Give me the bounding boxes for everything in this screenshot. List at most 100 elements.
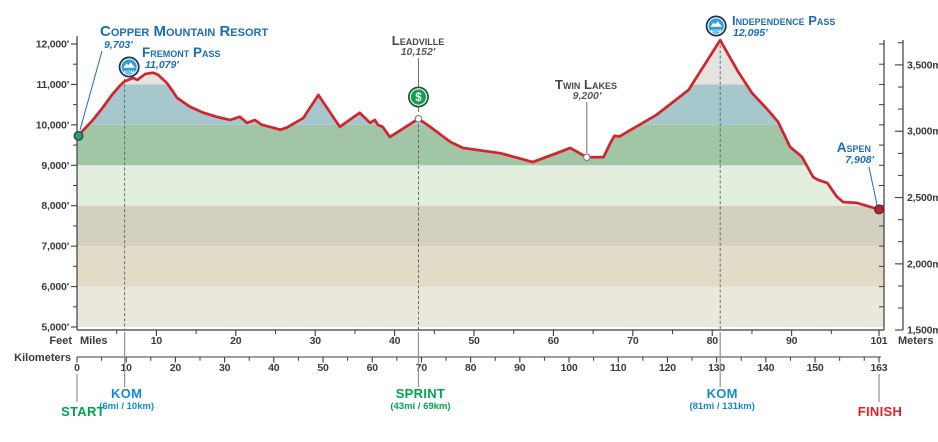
meters-tick-label: 3,500m [907, 59, 938, 71]
miles-tick-label: 30 [310, 335, 322, 347]
feet-tick-label: 6,000' [41, 281, 69, 293]
twinlakes-elevation-label: 9,200' [573, 90, 602, 102]
bottom-marker-sprint: SPRINT(43mi / 69km) [390, 332, 451, 412]
feet-tick-label: 11,000' [36, 79, 69, 91]
start-label: START [61, 404, 105, 419]
km-tick-label: 120 [659, 362, 676, 374]
meters-tick-label: 2,000m [907, 258, 938, 270]
leadville-point [414, 114, 423, 123]
twinlakes-name-label: Twin Lakes [555, 77, 617, 92]
sprint-label: SPRINT [396, 386, 445, 401]
kom1-label: KOM [111, 386, 142, 401]
axes: 5,000' 6,000' 7,000' 8,000' 9,000' 10,000' 11,… [14, 36, 938, 374]
kom-badge: KOM [118, 56, 140, 78]
elevation-band-8000 [77, 165, 884, 206]
feet-tick-label: 10,000' [36, 119, 69, 131]
miles-tick-label: 50 [468, 335, 480, 347]
finish-label: FINISH [858, 404, 902, 419]
meters-axis-title: Meters [898, 335, 933, 347]
km-tick-label: 10 [121, 362, 133, 374]
km-tick-label: 0 [74, 362, 80, 374]
miles-tick-label: 60 [548, 335, 560, 347]
kom2-sub-label: (81mi / 131km) [689, 401, 754, 412]
miles-tick-label: 70 [627, 335, 639, 347]
kom1-sub-label: (6mi / 10km) [99, 401, 154, 412]
copper-elevation-label: 9,703' [104, 39, 133, 51]
bottom-marker-kom2: KOM(81mi / 131km) [689, 332, 755, 412]
km-tick-label: 90 [514, 362, 526, 374]
km-tick-label: 130 [708, 362, 725, 374]
feet-tick-label: 7,000' [41, 241, 69, 253]
miles-tick-label: 80 [707, 335, 719, 347]
meters-tick-label: 1,500m [907, 325, 938, 337]
km-tick-label: 70 [416, 362, 428, 374]
bottom-marker-start: START [61, 374, 105, 419]
feet-axis-title: Feet [49, 335, 72, 347]
mountain-icon [123, 62, 136, 68]
aspen-name-label: Aspen [837, 140, 871, 155]
km-tick-label: 50 [317, 362, 329, 374]
mountain-icon [710, 21, 723, 27]
leadville-name-label: Leadville [392, 33, 444, 48]
fremont-name-label: Fremont Pass [142, 45, 221, 60]
start-point [73, 130, 84, 141]
elevation-band-5000 [77, 286, 884, 327]
feet-tick-label: 8,000' [41, 200, 69, 212]
marker-guide-lines [124, 40, 721, 330]
independence-name-label: Independence Pass [732, 13, 835, 28]
feet-tick-label: 5,000' [41, 322, 69, 334]
sprint-sub-label: (43mi / 69km) [390, 401, 450, 412]
km-tick-label: 100 [561, 362, 578, 374]
kom-badge-text: KOM [124, 70, 135, 75]
bottom-marker-finish: FINISH [858, 374, 902, 419]
finish-point [874, 204, 885, 215]
km-tick-label: 20 [170, 362, 182, 374]
independence-elevation-label: 12,095' [733, 27, 768, 39]
copper-leader-line [79, 50, 103, 131]
miles-tick-label: 20 [230, 335, 242, 347]
elevation-band-6000 [77, 246, 884, 287]
route-points: KOM $ KOM [73, 15, 885, 215]
miles-tick-label: 90 [786, 335, 798, 347]
fremont-elevation-label: 11,079' [145, 59, 179, 71]
km-axis-title: Kilometers [14, 352, 71, 364]
copper-name-label: Copper Mountain Resort [100, 23, 268, 40]
km-tick-label: 60 [367, 362, 379, 374]
km-tick-label: 140 [757, 362, 774, 374]
meters-tick-label: 2,500m [907, 192, 938, 204]
miles-tick-label: 10 [151, 335, 163, 347]
km-tick-label: 150 [807, 362, 824, 374]
kom-badge: KOM [705, 15, 727, 37]
kom2-label: KOM [707, 386, 738, 401]
twin-lakes-point [583, 153, 591, 161]
elevation-bands [77, 40, 884, 327]
km-end-label: 163 [871, 362, 888, 374]
meters-tick-label: 3,000m [907, 126, 938, 138]
sprint-badge: $ [407, 86, 429, 108]
bottom-marker-kom1: KOM(6mi / 10km) [99, 332, 154, 412]
sprint-dollar-icon: $ [415, 92, 422, 104]
elevation-band-7000 [77, 205, 884, 247]
km-tick-label: 110 [610, 362, 627, 374]
km-tick-label: 40 [268, 362, 280, 374]
feet-tick-label: 12,000' [36, 39, 69, 51]
miles-tick-label: 40 [389, 335, 401, 347]
kom-badge-text: KOM [711, 29, 722, 34]
aspen-elevation-label: 7,908' [845, 154, 874, 166]
elevation-profile-line [75, 38, 881, 211]
km-tick-label: 30 [219, 362, 231, 374]
miles-end-label: 101 [871, 335, 888, 347]
feet-tick-label: 9,000' [41, 160, 69, 172]
aspen-leader-line [868, 166, 878, 206]
sprint-badge-disc [410, 89, 427, 105]
